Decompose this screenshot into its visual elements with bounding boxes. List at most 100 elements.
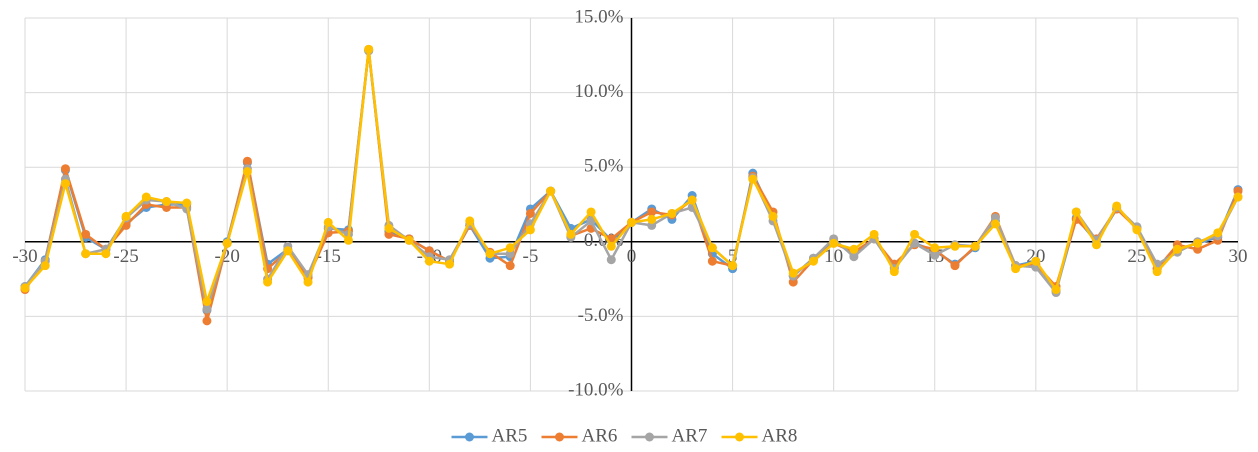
data-point [1011, 264, 1021, 274]
series [20, 44, 1243, 306]
legend-label: AR8 [762, 425, 798, 446]
data-point [283, 246, 293, 256]
x-tick-label: -15 [316, 246, 341, 267]
data-point [808, 256, 818, 266]
y-tick-label: 10.0% [574, 81, 623, 102]
data-point [465, 216, 475, 226]
data-point [1071, 207, 1081, 217]
data-point [60, 164, 70, 174]
data-point [1193, 238, 1203, 248]
data-point [970, 241, 980, 251]
data-point [162, 197, 172, 207]
legend-marker [465, 432, 474, 442]
data-point [849, 252, 859, 262]
data-point [525, 225, 535, 235]
legend: AR5 AR6 AR7 AR8 [451, 425, 798, 446]
legend-label: AR5 [492, 425, 528, 446]
data-point [505, 261, 515, 271]
data-point [728, 261, 738, 271]
data-point [242, 167, 252, 177]
data-point [1152, 267, 1162, 277]
data-point [404, 235, 414, 245]
data-point [849, 244, 859, 254]
data-point [141, 192, 151, 202]
data-point [202, 296, 212, 306]
y-tick-label: -5.0% [578, 305, 624, 326]
data-point [869, 229, 879, 239]
x-tick-label: -30 [12, 246, 37, 267]
data-point [202, 316, 212, 326]
data-point [930, 250, 940, 260]
data-point [525, 208, 535, 218]
data-point [627, 217, 636, 227]
data-point [222, 238, 232, 248]
data-point [202, 304, 212, 314]
data-point [950, 241, 960, 251]
data-point [748, 174, 758, 184]
data-point [1213, 228, 1223, 238]
data-point [343, 235, 353, 245]
data-point [384, 223, 394, 233]
data-point [647, 214, 657, 224]
data-point [788, 268, 798, 278]
data-point [687, 195, 697, 205]
data-point [303, 277, 313, 287]
data-point [566, 229, 576, 239]
data-point [606, 255, 616, 265]
x-tick-label: -25 [113, 246, 138, 267]
data-point [707, 243, 717, 253]
data-point [1051, 285, 1061, 295]
data-point [242, 156, 252, 166]
data-point [990, 219, 1000, 229]
data-point [1031, 256, 1041, 266]
data-point [647, 207, 657, 217]
legend-marker [555, 432, 564, 442]
data-point [768, 211, 778, 221]
data-point [910, 229, 920, 239]
legend-marker [645, 432, 654, 442]
data-point [1112, 201, 1122, 211]
data-point [930, 243, 940, 253]
x-tick-label: 10 [824, 246, 843, 267]
axes [25, 18, 1238, 391]
legend-marker [735, 432, 744, 442]
legend-label: AR6 [582, 425, 618, 446]
data-point [829, 238, 839, 248]
data-point [182, 198, 192, 208]
data-point [121, 211, 131, 221]
data-point [364, 44, 374, 54]
data-point [546, 186, 556, 196]
data-point [60, 179, 70, 189]
data-point [586, 216, 596, 226]
data-point [485, 249, 495, 259]
data-point [40, 261, 50, 271]
data-point [586, 207, 596, 217]
data-point [20, 283, 30, 293]
data-point [81, 249, 91, 259]
data-point [667, 208, 677, 218]
legend-label: AR7 [672, 425, 708, 446]
data-point [445, 259, 455, 269]
x-tick-label: 30 [1229, 246, 1248, 267]
x-tick-label: 5 [728, 246, 738, 267]
data-point [1132, 225, 1142, 235]
data-point [707, 256, 717, 266]
y-tick-label: 15.0% [574, 6, 623, 27]
data-point [263, 277, 273, 287]
y-tick-label: 5.0% [584, 156, 624, 177]
x-tick-label: 25 [1127, 246, 1146, 267]
data-point [424, 256, 434, 266]
y-tick-label: -10.0% [568, 379, 624, 400]
data-point [81, 229, 91, 239]
data-point [950, 261, 960, 271]
data-point [323, 217, 333, 227]
data-point [1233, 192, 1243, 202]
x-tick-label: 0 [627, 246, 637, 267]
data-point [505, 243, 515, 253]
data-point [889, 267, 899, 277]
data-point [1172, 244, 1182, 254]
data-point [101, 249, 111, 259]
data-point [1091, 240, 1101, 250]
x-tick-label: -5 [523, 246, 539, 267]
